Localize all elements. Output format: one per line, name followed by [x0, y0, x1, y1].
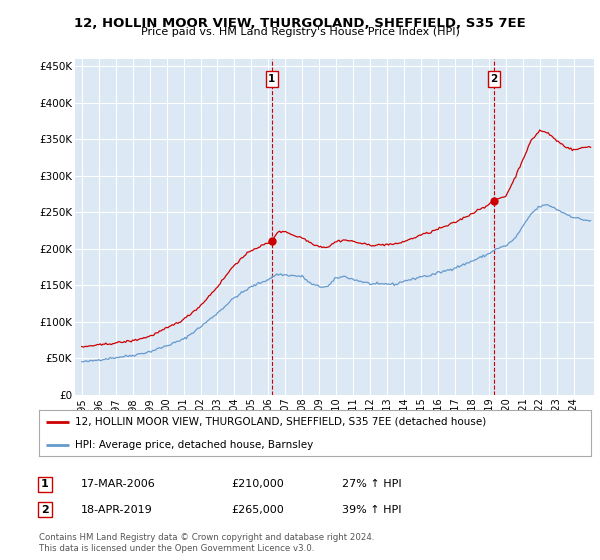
Text: £265,000: £265,000: [231, 505, 284, 515]
Text: £210,000: £210,000: [231, 479, 284, 489]
Text: 1: 1: [268, 74, 275, 84]
Text: 27% ↑ HPI: 27% ↑ HPI: [342, 479, 401, 489]
Text: 17-MAR-2006: 17-MAR-2006: [81, 479, 156, 489]
Text: HPI: Average price, detached house, Barnsley: HPI: Average price, detached house, Barn…: [75, 440, 313, 450]
Text: Contains HM Land Registry data © Crown copyright and database right 2024.
This d: Contains HM Land Registry data © Crown c…: [39, 533, 374, 553]
Text: 2: 2: [41, 505, 49, 515]
Text: 2: 2: [490, 74, 497, 84]
Text: 1: 1: [41, 479, 49, 489]
Text: 12, HOLLIN MOOR VIEW, THURGOLAND, SHEFFIELD, S35 7EE: 12, HOLLIN MOOR VIEW, THURGOLAND, SHEFFI…: [74, 17, 526, 30]
Text: 12, HOLLIN MOOR VIEW, THURGOLAND, SHEFFIELD, S35 7EE (detached house): 12, HOLLIN MOOR VIEW, THURGOLAND, SHEFFI…: [75, 417, 486, 427]
Text: 18-APR-2019: 18-APR-2019: [81, 505, 153, 515]
Text: 39% ↑ HPI: 39% ↑ HPI: [342, 505, 401, 515]
Text: Price paid vs. HM Land Registry's House Price Index (HPI): Price paid vs. HM Land Registry's House …: [140, 27, 460, 37]
